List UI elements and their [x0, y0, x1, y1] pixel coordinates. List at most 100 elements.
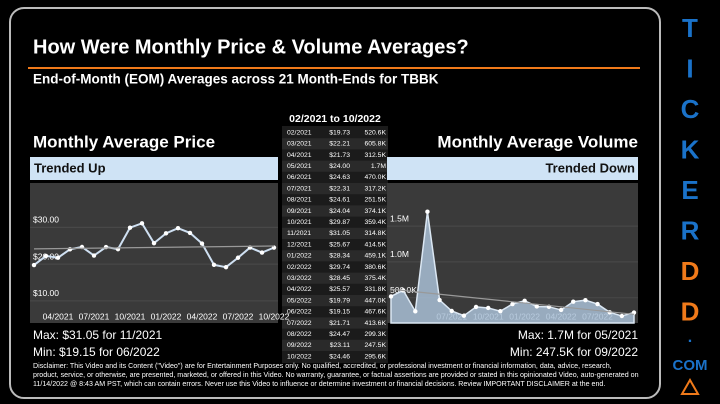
- table-row-bg: [282, 138, 388, 150]
- table-price: $24.63: [329, 174, 350, 181]
- point: [522, 298, 527, 304]
- table-row-bg: [282, 272, 388, 284]
- trend-box: [387, 157, 638, 180]
- x-tick-label: 07/2021: [79, 311, 110, 321]
- table-date: 10/2021: [287, 219, 312, 226]
- table-price: $31.05: [329, 230, 350, 237]
- point: [388, 294, 394, 299]
- point: [534, 304, 539, 309]
- point: [67, 247, 73, 252]
- table-price: $24.04: [329, 208, 350, 215]
- warning-icon: [680, 377, 700, 395]
- table-volume: 605.8K: [364, 141, 386, 148]
- table-date: 05/2021: [287, 163, 312, 170]
- brand-letter: D: [681, 256, 700, 286]
- table-volume: 331.8K: [364, 286, 386, 293]
- point: [163, 231, 169, 236]
- table-date: 02/2022: [287, 264, 312, 271]
- table-volume: 470.0K: [364, 174, 386, 181]
- table-date: 05/2022: [287, 297, 312, 304]
- table-volume: 317.2K: [364, 185, 386, 192]
- point: [583, 297, 588, 303]
- table-row-bg: [282, 295, 388, 307]
- table-volume: 247.5K: [364, 342, 386, 349]
- point: [91, 253, 97, 258]
- point: [187, 230, 193, 236]
- point: [175, 225, 181, 231]
- table-date: 08/2022: [287, 331, 312, 338]
- point: [486, 305, 491, 311]
- y-tick-label: 1.0M: [390, 249, 409, 259]
- point: [151, 240, 157, 246]
- table-price: $21.73: [329, 152, 350, 159]
- table-price: $23.11: [330, 342, 351, 349]
- table-row-bg: [282, 317, 388, 329]
- point: [558, 307, 564, 313]
- plot-bg: [30, 183, 278, 323]
- stat: Min: $19.15 for 06/2022: [33, 345, 160, 359]
- x-tick-label: 07/2022: [223, 311, 254, 321]
- table-date: 02/2021: [287, 129, 312, 136]
- brand-letter: K: [681, 134, 700, 164]
- table-volume: 251.5K: [364, 197, 386, 204]
- table-date: 09/2022: [287, 342, 312, 349]
- table-volume: 414.5K: [364, 241, 386, 248]
- table-date: 06/2022: [287, 309, 312, 316]
- table-row-bg: [282, 250, 388, 262]
- subtitle: End-of-Month (EOM) Averages across 21 Mo…: [33, 72, 439, 87]
- point: [31, 262, 37, 268]
- table-price: $22.31: [329, 185, 350, 192]
- table-price: $28.45: [329, 275, 350, 282]
- table-volume: 359.4K: [364, 219, 386, 226]
- stat: Min: 247.5K for 09/2022: [510, 345, 638, 359]
- brand-letter: D: [681, 296, 700, 326]
- chart-title: Monthly Average Volume: [437, 132, 638, 151]
- table-volume: 295.6K: [364, 353, 386, 360]
- point: [55, 255, 61, 260]
- table-price: $29.87: [329, 219, 350, 226]
- table-date: 03/2021: [287, 141, 312, 148]
- table-row-bg: [282, 183, 388, 195]
- point: [498, 308, 503, 314]
- point: [510, 301, 515, 307]
- point: [259, 250, 265, 255]
- point: [199, 241, 205, 246]
- point: [223, 264, 229, 270]
- table-volume: 299.3K: [364, 331, 386, 338]
- table-price: $19.73: [329, 129, 350, 136]
- table-price: $24.61: [329, 197, 350, 204]
- table-date: 11/2021: [287, 230, 311, 237]
- point: [449, 308, 454, 314]
- table-price: $24.46: [329, 353, 350, 360]
- table-volume: 447.0K: [364, 297, 386, 304]
- table-price: $28.34: [329, 253, 350, 260]
- point: [235, 255, 241, 260]
- x-tick-label: 10/2021: [115, 311, 146, 321]
- table-price: $25.67: [329, 241, 350, 248]
- point: [619, 313, 625, 319]
- table-price: $29.74: [329, 264, 350, 271]
- table-price: $19.79: [329, 297, 350, 304]
- point: [461, 313, 467, 318]
- table-date: 08/2021: [287, 197, 312, 204]
- trend-label: Trended Up: [34, 160, 106, 175]
- trend-box: [30, 157, 278, 180]
- point: [571, 299, 576, 304]
- point: [437, 297, 442, 303]
- y-tick-label: $30.00: [33, 214, 59, 224]
- y-tick-label: $10.00: [33, 288, 59, 298]
- table-date: 04/2022: [287, 286, 312, 293]
- table-date: 06/2021: [287, 174, 312, 181]
- brand-suffix: COM: [673, 357, 708, 374]
- table-volume: 459.1K: [364, 253, 386, 260]
- point: [413, 309, 418, 314]
- table-date: 04/2021: [287, 152, 312, 159]
- table-row-bg: [282, 160, 388, 172]
- brand-dot: .: [688, 329, 692, 346]
- y-tick-label: 1.5M: [390, 213, 409, 223]
- table-row-bg: [282, 205, 388, 217]
- table-price: $22.21: [329, 141, 350, 148]
- table-date: 03/2022: [287, 275, 312, 282]
